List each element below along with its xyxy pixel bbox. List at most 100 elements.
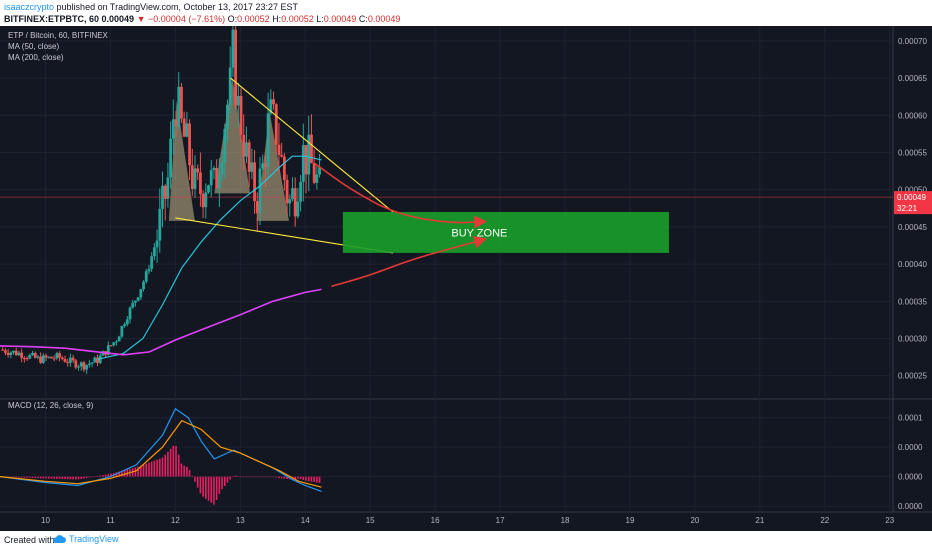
macd-histogram-bar [80,476,83,479]
candle-body [90,362,94,364]
candle-body [171,119,175,139]
candle-body [123,324,126,326]
candle-body [217,174,221,189]
macd-histogram-bar [69,476,72,480]
candle-body [17,352,21,356]
last-price-badge-text: 0.00049 [897,193,926,202]
candle-body [250,162,254,172]
macd-histogram-bar [34,476,37,479]
macd-histogram-bar [191,475,194,477]
candle-body [315,174,319,183]
y-tick-label: 0.00035 [898,297,927,306]
y-tick-label: 0.00065 [898,74,927,83]
candle-body [215,167,219,189]
macd-histogram-bar [196,476,199,488]
macd-histogram-bar [264,476,267,478]
macd-histogram-bar [118,471,120,477]
author-link[interactable]: isaaczcrypto [4,2,55,12]
candle-body [71,357,75,361]
macd-histogram-bar [307,476,310,482]
candle-body [277,144,281,155]
candle-body [177,86,181,127]
macd-histogram-bar [10,476,12,478]
x-tick-label: 21 [755,516,764,525]
candle-body [74,360,78,368]
macd-histogram-bar [237,476,240,477]
macd-histogram-bar [61,476,64,480]
candle-body [44,355,48,358]
candle-body [226,104,229,129]
x-tick-label: 23 [885,516,894,525]
macd-histogram-bar [26,476,28,478]
macd-histogram-bar [31,476,34,478]
macd-title: MACD (12, 26, close, 9) [8,401,94,410]
macd-histogram-bar [15,476,18,478]
macd-histogram-bar [234,475,237,477]
candle-body [14,350,18,356]
candle-body [66,362,70,364]
macd-histogram-bar [75,476,77,480]
chart-legend: ETP / Bitcoin, 60, BITFINEX MA (50, clos… [8,31,109,410]
candle-body [131,302,135,308]
created-with-text: Created with [4,535,55,545]
candle-body [20,352,24,359]
macd-histogram-bar [232,476,234,477]
candle-body [1,349,5,351]
chart-grid [0,26,932,513]
macd-histogram-bar [186,466,188,477]
macd-histogram-bar [259,476,261,478]
y-tick-label: 0.00055 [898,148,927,157]
macd-histogram-bar [42,476,45,479]
macd-histogram-bar [167,451,169,477]
macd-histogram-bar [278,476,280,479]
macd-histogram-bar [318,476,321,483]
macd-histogram-bar [313,476,315,483]
candle-body [312,163,316,183]
last-price: 0.00049 [101,14,135,24]
macd-histogram-bar [50,476,53,479]
pattern-shading-hs-left [168,100,195,221]
candle-body [199,172,202,194]
close-label: C: [358,14,368,24]
candle-body [304,145,308,175]
y-tick-label: 0.00070 [898,37,927,46]
candle-body [150,256,154,269]
candle-body [147,268,151,272]
candle-body [109,345,113,347]
high-value: 0.00052 [281,14,314,24]
macd-histogram-bar [210,476,213,503]
candle-body [296,201,300,217]
macd-histogram-bar [261,476,264,478]
candle-body [93,357,97,363]
candle-body [220,161,224,175]
macd-histogram-bar [96,476,99,477]
candle-body [209,170,213,186]
macd-histogram-bar [294,476,296,480]
candle-body [101,351,105,356]
candle-body [288,199,292,204]
macd-histogram-bar [270,476,272,478]
x-tick-label: 16 [431,516,440,525]
macd-histogram-bar [85,476,88,478]
trading-chart[interactable]: BUY ZONE 0.00070 0.00065 0.00060 0.00055 0.0… [0,26,932,531]
macd-histogram-bar [91,476,93,478]
macd-histogram-bar [194,476,196,482]
candle-body [31,353,34,355]
y-tick-label: 0.00045 [898,223,927,232]
candle-body [258,168,262,214]
macd-histogram-bar [45,476,47,479]
tradingview-logo[interactable]: TradingView [52,534,119,544]
macd-histogram-bar [199,476,202,494]
macd-histogram-bar [188,469,191,477]
macd-histogram-bar [164,454,167,477]
buy-zone-box [342,212,669,253]
candle-body [22,358,26,360]
candle-body [41,355,45,363]
candle-body [166,177,170,199]
footer: Created with TradingView [0,531,932,550]
candle-body [318,167,321,175]
y-tick-label: 0.00025 [898,372,927,381]
macd-pane [0,407,322,505]
candle-body [236,96,240,106]
macd-histogram-bar [253,476,256,478]
